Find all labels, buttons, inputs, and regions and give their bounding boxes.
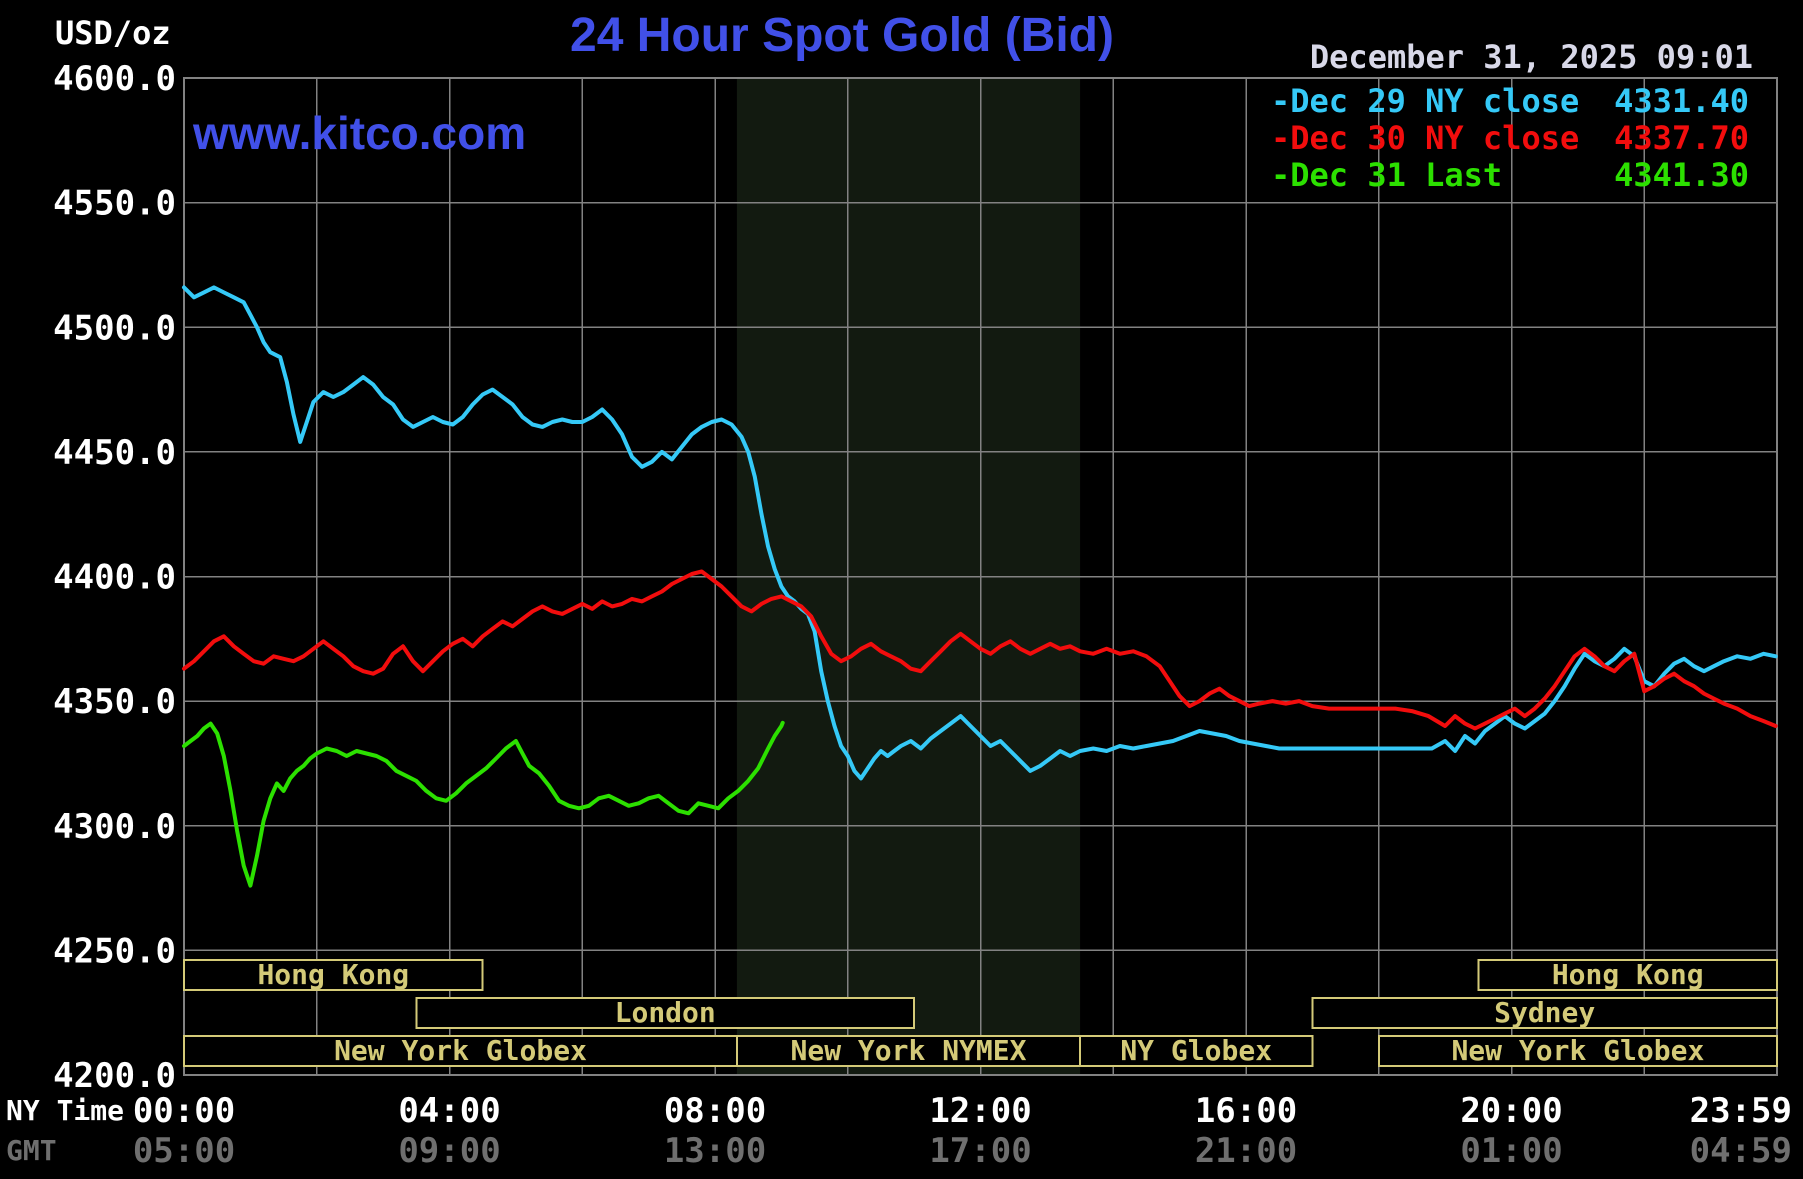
series-dec30-line: [182, 569, 1778, 731]
legend-value: 4341.30: [1614, 155, 1749, 194]
legend-label: Dec 30 NY close: [1290, 118, 1580, 157]
x-tick-ny-label: 04:00: [398, 1091, 500, 1131]
x-tick-ny-label: 16:00: [1195, 1091, 1297, 1131]
session-label: New York Globex: [334, 1034, 587, 1067]
legend-line-marker-icon: -: [1271, 118, 1291, 157]
series-dec31-line: [182, 720, 785, 888]
chart-timestamp: December 31, 2025 09:01: [1309, 38, 1753, 76]
legend-label: Dec 31 Last: [1290, 155, 1503, 194]
session-label: New York NYMEX: [790, 1034, 1026, 1067]
session-box-london: [415, 997, 916, 1029]
gmt-axis-label: GMT: [6, 1134, 57, 1167]
x-tick-gmt-label: 04:59: [1690, 1131, 1792, 1171]
series-dec29-line: [182, 285, 1778, 781]
y-tick-label: 4600.0: [53, 59, 176, 99]
x-tick-gmt-label: 21:00: [1195, 1131, 1297, 1171]
legend-line-marker-icon: -: [1271, 155, 1291, 194]
y-tick-label: 4200.0: [53, 1056, 176, 1096]
x-tick-gmt-label: 05:00: [133, 1131, 235, 1171]
legend-label: Dec 29 NY close: [1290, 81, 1580, 120]
x-tick-gmt-label: 01:00: [1460, 1131, 1562, 1171]
y-axis-unit-label: USD/oz: [55, 14, 171, 52]
y-tick-label: 4550.0: [53, 184, 176, 224]
session-label: Hong Kong: [257, 958, 409, 991]
session-box-ny-globex: [1079, 1035, 1314, 1067]
session-label: New York Globex: [1451, 1034, 1704, 1067]
x-tick-ny-label: 08:00: [664, 1091, 766, 1131]
plot-border: [183, 77, 1778, 1076]
legend-value: 4337.70: [1614, 118, 1749, 157]
session-box-sydney: [1311, 997, 1779, 1029]
x-tick-gmt-label: 13:00: [664, 1131, 766, 1171]
ny-time-axis-label: NY Time: [6, 1094, 125, 1127]
y-tick-label: 4500.0: [53, 308, 176, 348]
chart-title: 24 Hour Spot Gold (Bid): [570, 9, 1114, 62]
legend-item-dec30: - Dec 30 NY close 4337.70: [1271, 118, 1749, 157]
x-tick-ny-label: 12:00: [929, 1091, 1031, 1131]
session-label: Hong Kong: [1552, 958, 1704, 991]
session-box-new-york-globex: [183, 1035, 738, 1067]
x-tick-gmt-label: 17:00: [929, 1131, 1031, 1171]
session-label: London: [615, 996, 716, 1029]
x-tick-gmt-label: 09:00: [398, 1131, 500, 1171]
y-tick-label: 4350.0: [53, 682, 176, 722]
session-box-hong-kong: [1477, 959, 1779, 991]
legend-item-dec31: - Dec 31 Last 4341.30: [1271, 155, 1749, 194]
x-tick-ny-label: 20:00: [1460, 1091, 1562, 1131]
legend-line-marker-icon: -: [1271, 81, 1291, 120]
y-tick-label: 4250.0: [53, 931, 176, 971]
y-tick-label: 4300.0: [53, 807, 176, 847]
legend-item-dec29: - Dec 29 NY close 4331.40: [1271, 81, 1749, 120]
legend-value: 4331.40: [1614, 81, 1749, 120]
kitco-watermark: www.kitco.com: [193, 107, 527, 159]
x-tick-ny-label: 23:59: [1690, 1091, 1792, 1131]
session-label: NY Globex: [1120, 1034, 1272, 1067]
y-tick-label: 4450.0: [53, 433, 176, 473]
x-tick-ny-label: 00:00: [133, 1091, 235, 1131]
session-box-new-york-globex: [1377, 1035, 1779, 1067]
legend: - Dec 29 NY close 4331.40- Dec 30 NY close 4…: [1271, 81, 1749, 194]
session-label: Sydney: [1494, 996, 1595, 1029]
session-box-hong-kong: [183, 959, 484, 991]
y-tick-label: 4400.0: [53, 558, 176, 598]
